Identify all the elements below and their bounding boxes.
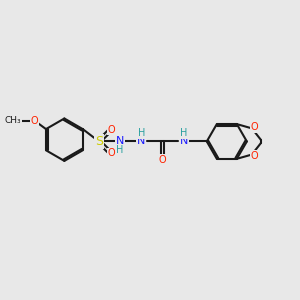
Text: N: N	[180, 136, 188, 146]
Text: H: H	[116, 145, 124, 155]
Text: N: N	[137, 136, 146, 146]
Text: O: O	[250, 122, 258, 132]
Text: O: O	[31, 116, 39, 126]
Text: H: H	[138, 128, 145, 138]
Text: O: O	[250, 151, 258, 161]
Text: S: S	[95, 135, 103, 148]
Text: O: O	[108, 125, 116, 135]
Text: O: O	[108, 148, 116, 158]
Text: CH₃: CH₃	[4, 116, 21, 125]
Text: N: N	[116, 136, 124, 146]
Text: O: O	[159, 155, 167, 165]
Text: H: H	[180, 128, 188, 138]
